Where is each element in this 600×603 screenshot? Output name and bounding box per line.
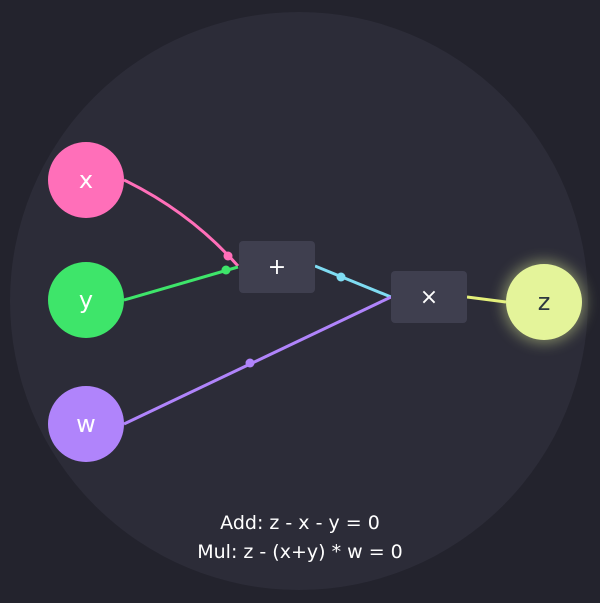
node-w[interactable]: w: [48, 386, 124, 462]
wire-add-to-mul: [314, 264, 392, 299]
node-y-label: y: [78, 286, 94, 314]
mul-operator-symbol: ×: [419, 284, 439, 310]
wire-y-port-dot: [221, 265, 231, 275]
wire-mul-to-z: [466, 295, 507, 304]
wire-w-port-dot: [245, 358, 255, 368]
wire-y-to-add: [123, 265, 239, 302]
node-y[interactable]: y: [48, 262, 124, 338]
node-z-label: z: [537, 288, 551, 316]
add-operator-symbol: +: [267, 254, 287, 280]
node-x-label: x: [78, 166, 94, 194]
wire-w-to-mul: [123, 295, 392, 426]
wire-add-to-mul-dot: [336, 272, 346, 282]
node-z[interactable]: z: [506, 264, 582, 340]
mul-equation: Mul: z - (x+y) * w = 0: [197, 541, 403, 563]
mul-operator-box[interactable]: ×: [391, 271, 467, 323]
add-operator-box[interactable]: +: [239, 241, 315, 293]
node-x[interactable]: x: [48, 142, 124, 218]
wire-x-to-add: [123, 178, 240, 267]
add-equation: Add: z - x - y = 0: [220, 512, 380, 534]
wire-x-port-dot: [223, 251, 233, 261]
node-w-label: w: [76, 410, 96, 438]
